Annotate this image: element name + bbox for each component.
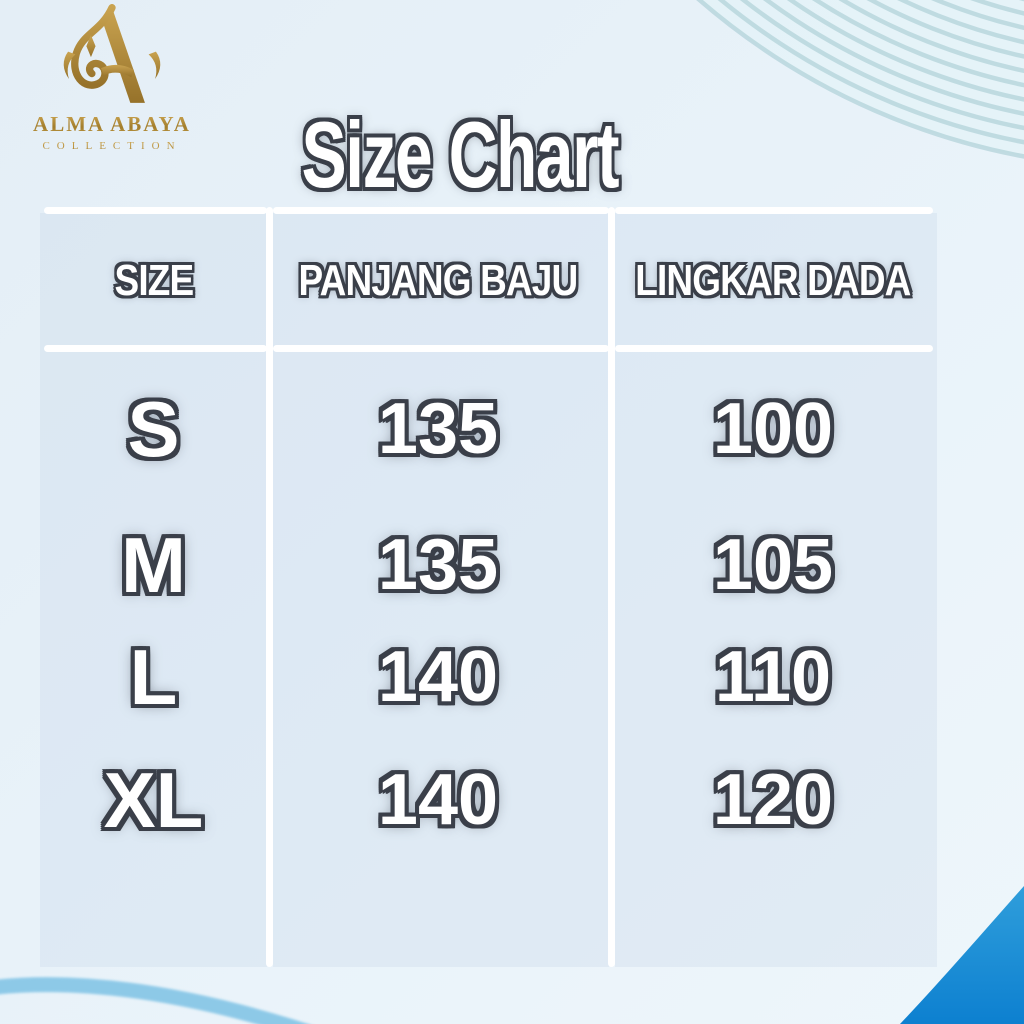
page-title: Size Chart — [301, 102, 620, 207]
column-background — [40, 213, 267, 967]
column-divider — [266, 207, 273, 967]
corner-wedge-icon — [900, 886, 1024, 1024]
lingkar-dada-cell: 105 — [712, 525, 834, 605]
size-cell: XL — [103, 755, 204, 844]
column-header-size: SIZE — [114, 256, 194, 305]
arc-pattern-icon — [696, 0, 1024, 159]
table-row-s: S 135 100 — [40, 379, 937, 479]
table-header-row: SIZE PANJANG BAJU LINGKAR DADA — [40, 226, 937, 336]
lingkar-dada-cell: 100 — [712, 389, 834, 469]
column-background — [615, 213, 937, 967]
lingkar-dada-cell: 120 — [712, 760, 834, 840]
table-row-l: L 140 110 — [40, 627, 937, 727]
table-row-xl: XL 140 120 — [40, 750, 937, 850]
bottom-curve-icon — [0, 977, 308, 1024]
column-divider — [608, 207, 615, 967]
table-row-m: M 135 105 — [40, 515, 937, 615]
brand-subtitle: COLLECTION — [22, 140, 202, 152]
column-background — [273, 213, 609, 967]
size-cell: M — [121, 520, 186, 609]
alma-abaya-monogram-icon — [63, 4, 161, 103]
panjang-baju-cell: 135 — [377, 389, 499, 469]
lingkar-dada-cell: 110 — [714, 637, 832, 717]
size-cell: L — [129, 632, 178, 721]
column-header-panjang-baju: PANJANG BAJU — [298, 256, 579, 305]
panjang-baju-cell: 140 — [377, 637, 499, 717]
panjang-baju-cell: 135 — [377, 525, 499, 605]
size-cell: S — [127, 384, 180, 473]
column-header-lingkar-dada: LINGKAR DADA — [635, 256, 911, 305]
brand-logo: ALMA ABAYA COLLECTION — [22, 4, 202, 152]
panjang-baju-cell: 140 — [377, 760, 499, 840]
brand-name: ALMA ABAYA — [22, 112, 202, 137]
size-table: SIZE PANJANG BAJU LINGKAR DADA S 135 100… — [40, 207, 937, 970]
title-wrap: Size Chart — [230, 108, 690, 202]
